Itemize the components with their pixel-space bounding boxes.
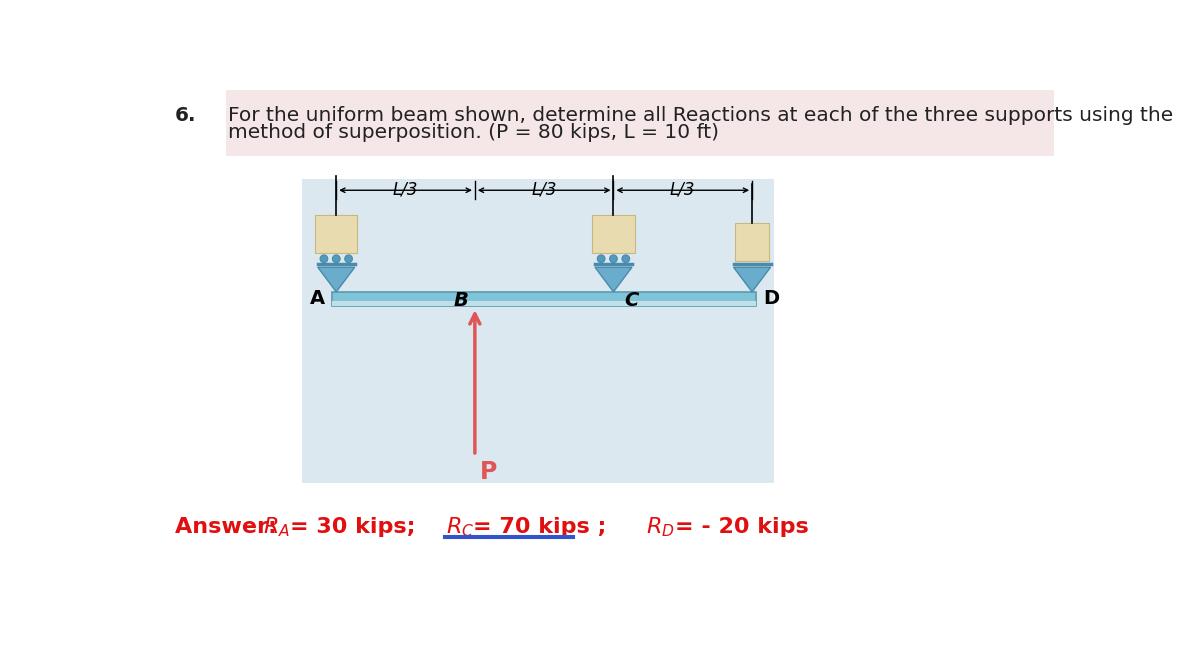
- FancyBboxPatch shape: [226, 90, 1054, 156]
- Text: C: C: [624, 291, 638, 310]
- Text: D: D: [763, 290, 780, 309]
- Text: = - 20 kips: = - 20 kips: [676, 517, 809, 536]
- Text: P: P: [480, 460, 497, 484]
- Text: = 30 kips;: = 30 kips;: [290, 517, 415, 536]
- Text: L/3: L/3: [670, 180, 696, 198]
- Polygon shape: [332, 301, 756, 306]
- FancyBboxPatch shape: [593, 215, 635, 253]
- Polygon shape: [332, 292, 756, 306]
- Circle shape: [332, 255, 340, 263]
- Circle shape: [344, 255, 353, 263]
- Text: 6.: 6.: [174, 105, 196, 124]
- Text: B: B: [454, 291, 469, 310]
- Text: $R_A$: $R_A$: [263, 515, 290, 538]
- FancyBboxPatch shape: [316, 215, 358, 253]
- Text: For the uniform beam shown, determine all Reactions at each of the three support: For the uniform beam shown, determine al…: [228, 105, 1174, 124]
- Text: $R_D$: $R_D$: [646, 515, 674, 538]
- Text: method of superposition. (P = 80 kips, L = 10 ft): method of superposition. (P = 80 kips, L…: [228, 123, 720, 142]
- FancyBboxPatch shape: [734, 223, 769, 261]
- Text: = 70 kips ;: = 70 kips ;: [473, 517, 606, 536]
- FancyBboxPatch shape: [301, 179, 774, 483]
- Text: L/3: L/3: [392, 180, 419, 198]
- Text: L/3: L/3: [532, 180, 557, 198]
- Polygon shape: [595, 267, 632, 292]
- Text: A: A: [310, 290, 325, 309]
- Circle shape: [610, 255, 617, 263]
- Circle shape: [320, 255, 328, 263]
- Polygon shape: [318, 267, 355, 292]
- Circle shape: [622, 255, 630, 263]
- Polygon shape: [733, 267, 770, 292]
- Circle shape: [598, 255, 605, 263]
- Text: $R_C$: $R_C$: [445, 515, 474, 538]
- Text: Answer:: Answer:: [174, 517, 284, 536]
